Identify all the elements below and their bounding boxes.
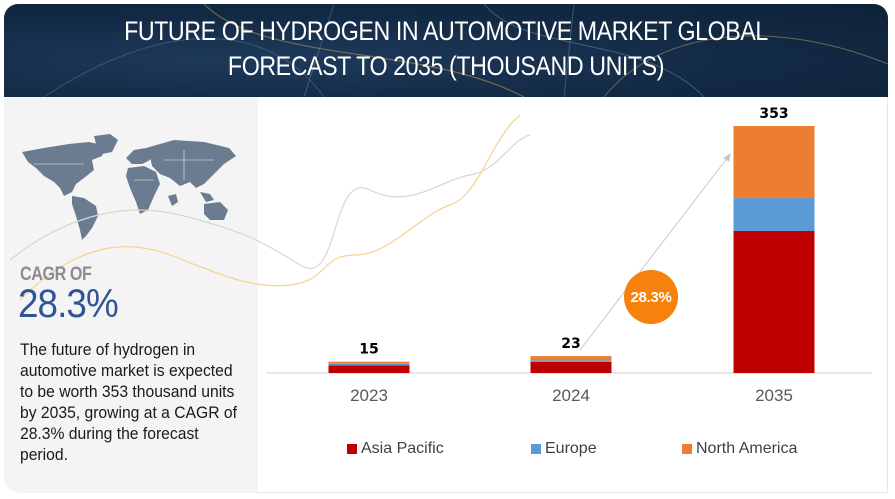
world-map-icon: [22, 134, 236, 240]
frame-border-right: [887, 97, 888, 493]
header-banner: FUTURE OF HYDROGEN IN AUTOMOTIVE MARKET …: [4, 4, 888, 97]
legend-swatch: [682, 444, 692, 454]
chart-title: FUTURE OF HYDROGEN IN AUTOMOTIVE MARKET …: [66, 14, 826, 84]
bar-segment-europe-2035: [733, 198, 815, 231]
total-label-2024: 23: [561, 336, 580, 352]
legend-item-north-america: North America: [682, 440, 797, 458]
total-label-2035: 353: [759, 106, 788, 122]
bar-segment-north-america-2024: [530, 356, 612, 361]
bar-segment-asia-pacific-2035: [733, 230, 815, 373]
legend-item-europe: Europe: [531, 440, 597, 458]
bar-segment-asia-pacific-2023: [328, 365, 410, 373]
legend-swatch: [531, 444, 541, 454]
header-background-lines: [43, 4, 888, 97]
bar-segment-europe-2024: [530, 360, 612, 362]
bar-segment-north-america-2023: [328, 361, 410, 364]
growth-arrow-head: [723, 153, 731, 162]
bar-segment-north-america-2035: [733, 126, 815, 199]
legend-label: Europe: [545, 440, 597, 457]
x-tick-label-2035: 2035: [755, 386, 793, 405]
legend-label: North America: [696, 440, 798, 457]
cagr-label: CAGR OF: [20, 264, 92, 285]
cagr-badge: 28.3%: [624, 270, 678, 324]
x-tick-label-2024: 2024: [552, 386, 590, 405]
title-line-2: FORECAST TO 2035 (THOUSAND UNITS): [227, 51, 665, 81]
summary-description: The future of hydrogen in automotive mar…: [20, 341, 237, 464]
bar-segment-europe-2023: [328, 363, 410, 366]
frame-border-bottom: [258, 492, 888, 493]
total-label-2023: 15: [359, 342, 378, 358]
labels-group: 15 2023 23 2024 353 2035: [350, 106, 793, 405]
cagr-value: 28.3%: [18, 282, 119, 326]
title-line-1: FUTURE OF HYDROGEN IN AUTOMOTIVE MARKET …: [124, 16, 768, 46]
decorative-swooshes: [9, 114, 531, 301]
legend-swatch: [347, 444, 357, 454]
growth-arrow-line: [579, 156, 729, 351]
bar-segment-asia-pacific-2024: [530, 361, 612, 373]
legend-item-asia-pacific: Asia Pacific: [347, 440, 444, 458]
x-tick-label-2023: 2023: [350, 386, 388, 405]
legend-label: Asia Pacific: [361, 440, 444, 457]
bars-group: [328, 126, 815, 373]
